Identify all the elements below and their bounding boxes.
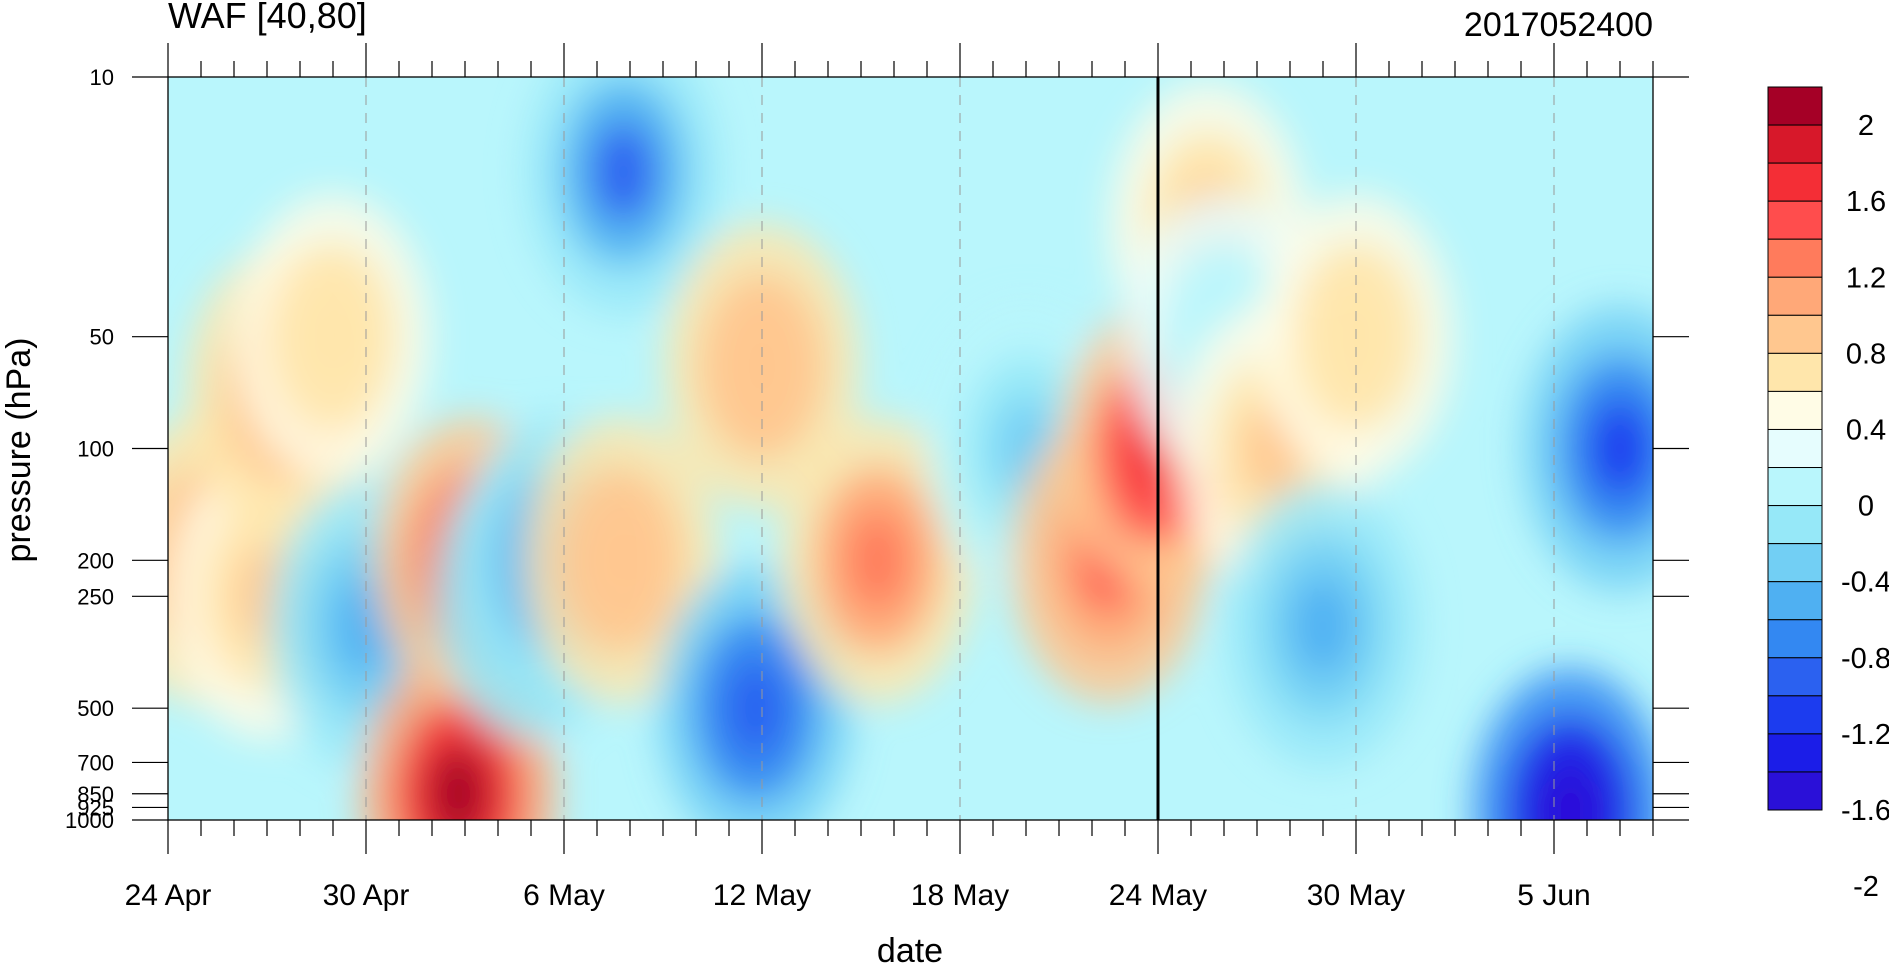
y-tick-label: 250	[77, 584, 114, 609]
x-axis-label: date	[877, 932, 943, 968]
field-region-core	[1588, 399, 1652, 498]
colorbar-label: 0.8	[1846, 338, 1886, 370]
colorbar-swatch	[1767, 771, 1823, 811]
colorbar-swatch	[1767, 505, 1823, 545]
colorbar-labels: 2 1.6 1.2 0.8 0.4 0 -0.4 -0.8 -1.2 -1.6 -2	[1841, 110, 1889, 903]
colorbar-swatch	[1767, 428, 1823, 469]
colorbar-label: -0.8	[1841, 643, 1889, 675]
field-region-core	[1291, 576, 1355, 676]
y-tick-label: 100	[77, 437, 114, 462]
colorbar	[1767, 86, 1823, 811]
x-tick-label: 24 Apr	[125, 879, 212, 912]
y-tick-label: 200	[77, 548, 114, 573]
colorbar-swatch	[1767, 390, 1823, 430]
chart-title-right: 2017052400	[1464, 6, 1653, 44]
x-tick-label: 5 Jun	[1517, 879, 1590, 912]
x-tick-label: 30 Apr	[323, 879, 410, 912]
y-tick-label: 925	[77, 795, 114, 820]
y-tick-label: 500	[77, 696, 114, 721]
colorbar-swatch	[1767, 86, 1823, 126]
y-axis-label: pressure (hPa)	[0, 338, 38, 563]
colorbar-label: 0.4	[1846, 414, 1886, 446]
y-tick-label: 700	[77, 750, 114, 775]
colorbar-label: -2	[1853, 871, 1879, 903]
colorbar-swatch	[1767, 581, 1823, 621]
field-region-core	[588, 510, 652, 610]
colorbar-label: -1.2	[1841, 719, 1889, 751]
colorbar-swatch	[1767, 238, 1823, 278]
colorbar-swatch	[1767, 314, 1823, 354]
colorbar-label: 2	[1858, 110, 1874, 142]
colorbar-label: -0.4	[1841, 567, 1889, 599]
y-tick-label: 850	[77, 782, 114, 807]
field-region-core	[1539, 762, 1602, 820]
colorbar-label: 1.2	[1846, 262, 1886, 294]
x-tick-label: 12 May	[713, 879, 811, 912]
field-region-core	[723, 658, 787, 758]
plot-area	[168, 77, 1653, 820]
x-tick-label: 18 May	[911, 879, 1009, 912]
y-tick-label: 1000	[65, 808, 114, 833]
colorbar-swatch	[1767, 276, 1823, 316]
field-region-core	[426, 744, 490, 820]
colorbar-swatch	[1767, 352, 1823, 392]
y-tick-label: 10	[90, 65, 114, 90]
colorbar-swatch	[1767, 467, 1823, 507]
y-tick-label: 50	[90, 325, 114, 350]
field-region-core	[591, 122, 655, 222]
chart-title-left: WAF [40,80]	[168, 0, 367, 36]
x-tick-label: 30 May	[1307, 879, 1405, 912]
colorbar-swatch	[1767, 695, 1823, 735]
colorbar-swatch	[1767, 543, 1823, 583]
colorbar-swatch	[1767, 657, 1823, 697]
colorbar-label: 1.6	[1846, 186, 1886, 218]
colorbar-label: 0	[1858, 491, 1874, 523]
x-tick-label: 24 May	[1109, 879, 1207, 912]
field-region-core	[301, 287, 365, 387]
colorbar-swatch	[1767, 619, 1823, 659]
colorbar-swatch	[1767, 733, 1823, 773]
colorbar-label: -1.6	[1841, 795, 1889, 827]
colorbar-swatch	[1767, 124, 1823, 164]
field-region-core	[846, 510, 909, 610]
x-tick-label: 6 May	[523, 879, 605, 912]
colorbar-swatch	[1767, 162, 1823, 202]
colorbar-swatch	[1767, 200, 1823, 240]
